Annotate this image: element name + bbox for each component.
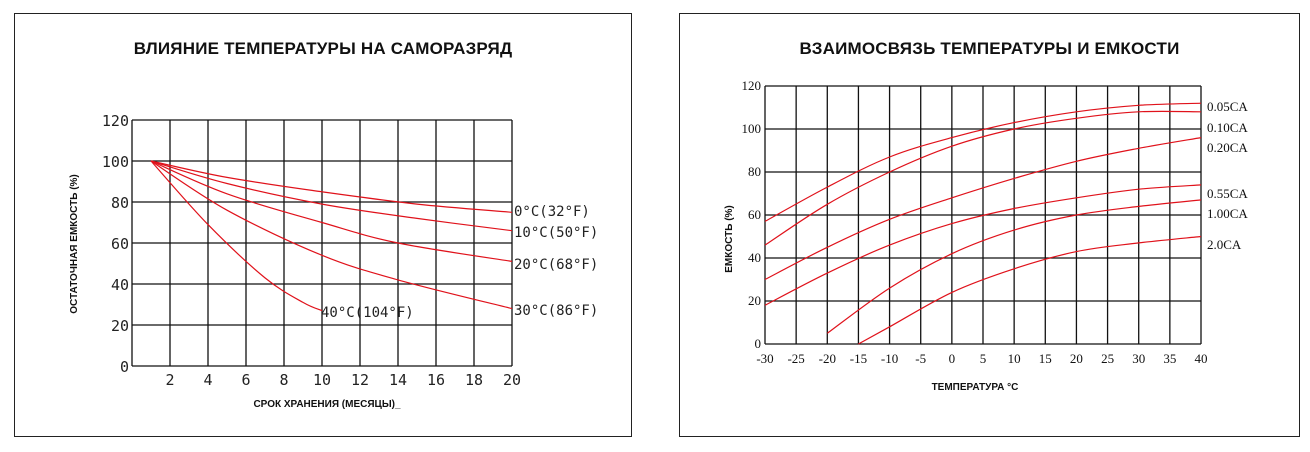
y-tick-label: 80: [748, 164, 761, 179]
x-tick-label: 30: [1132, 351, 1145, 366]
x-axis-title: СРОК ХРАНЕНИЯ (МЕСЯЦЫ)_: [253, 399, 401, 410]
x-tick-label: -20: [819, 351, 836, 366]
series-label: 0.05CA: [1207, 99, 1248, 114]
y-tick-label: 60: [748, 207, 761, 222]
x-tick-label: 12: [351, 371, 369, 389]
y-tick-label: 100: [102, 153, 129, 171]
series-label: 0.20CA: [1207, 140, 1248, 155]
x-tick-label: -10: [881, 351, 898, 366]
y-tick-label: 20: [748, 293, 761, 308]
self-discharge-chart: 0 20 40 60 80 100 120 2 4 6 8 10 12 14 16 18 20 СРОК ХРАН…: [69, 112, 598, 410]
self-discharge-chart-panel: ВЛИЯНИЕ ТЕМПЕРАТУРЫ НА САМОРАЗРЯД 0 20 40 6…: [14, 13, 632, 437]
series-line: [150, 160, 513, 232]
x-tick-label: 10: [1008, 351, 1021, 366]
series-label: 0.55CA: [1207, 186, 1248, 201]
series-line: [150, 160, 323, 312]
series-line: [150, 160, 513, 262]
x-tick-label: 40: [1195, 351, 1208, 366]
y-tick-label: 60: [111, 235, 129, 253]
y-axis-title: ЕМКОСТЬ (%): [724, 205, 735, 272]
x-tick-label: 25: [1101, 351, 1114, 366]
x-tick-label: -30: [756, 351, 773, 366]
y-tick-label: 20: [111, 317, 129, 335]
series-label: 40°C(104°F): [321, 305, 414, 321]
x-tick-label: 35: [1163, 351, 1176, 366]
y-tick-label: 80: [111, 194, 129, 212]
y-tick-label: 100: [742, 121, 762, 136]
series-line: [826, 199, 1202, 334]
series-line: [764, 184, 1202, 306]
series-label: 2.0CA: [1207, 237, 1242, 252]
x-tick-label: 15: [1039, 351, 1052, 366]
series-label: 20°C(68°F): [514, 257, 598, 273]
chart-title: ВЛИЯНИЕ ТЕМПЕРАТУРЫ НА САМОРАЗРЯД: [133, 39, 513, 58]
x-tick-label: 20: [1070, 351, 1083, 366]
x-tick-label: 4: [203, 371, 212, 389]
x-tick-label: -5: [915, 351, 926, 366]
series-line: [150, 160, 513, 310]
series-label: 30°C(86°F): [514, 303, 598, 319]
x-tick-label: -25: [787, 351, 804, 366]
y-tick-label: 40: [748, 250, 761, 265]
x-tick-label: 8: [279, 371, 288, 389]
x-tick-label: 0: [949, 351, 956, 366]
x-axis-title: ТЕМПЕРАТУРА °C: [932, 382, 1019, 393]
x-tick-label: 2: [165, 371, 174, 389]
series-label: 0.10CA: [1207, 120, 1248, 135]
x-tick-label: 20: [503, 371, 521, 389]
temperature-capacity-chart-panel: ВЗАИМОСВЯЗЬ ТЕМПЕРАТУРЫ И ЕМКОСТИ 0 20 40 6…: [679, 13, 1300, 437]
series-label: 0°C(32°F): [514, 204, 590, 220]
temperature-capacity-chart: 0 20 40 60 80 100 120 -30 -25 -20 -15 -10 -5 0 5 10 15 20…: [724, 78, 1248, 393]
y-tick-label: 0: [120, 358, 129, 376]
y-axis-title: ОСТАТОЧНАЯ ЕМКОСТЬ (%): [69, 174, 80, 314]
series-line: [764, 137, 1202, 281]
series-label: 10°C(50°F): [514, 225, 598, 241]
series-label: 1.00CA: [1207, 206, 1248, 221]
x-tick-label: 6: [241, 371, 250, 389]
y-tick-label: 0: [755, 336, 762, 351]
x-tick-label: 14: [389, 371, 407, 389]
x-tick-label: 10: [313, 371, 331, 389]
series-line: [764, 102, 1202, 222]
chart-title: ВЗАИМОСВЯЗЬ ТЕМПЕРАТУРЫ И ЕМКОСТИ: [799, 39, 1180, 58]
series-line: [858, 235, 1202, 345]
y-tick-label: 120: [742, 78, 762, 93]
x-tick-label: -15: [850, 351, 867, 366]
x-tick-label: 18: [465, 371, 483, 389]
series-line: [150, 160, 513, 213]
y-tick-label: 120: [102, 112, 129, 130]
y-tick-label: 40: [111, 276, 129, 294]
series-line: [764, 110, 1202, 246]
x-tick-label: 5: [980, 351, 987, 366]
x-tick-label: 16: [427, 371, 445, 389]
